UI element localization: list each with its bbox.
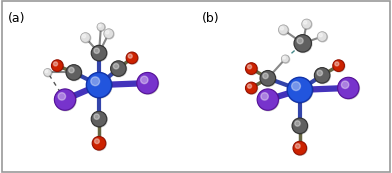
Circle shape [92,46,107,61]
Circle shape [317,70,323,76]
Circle shape [261,93,269,100]
Circle shape [80,33,90,42]
Circle shape [87,73,112,98]
Circle shape [137,73,159,94]
Circle shape [94,114,99,119]
Circle shape [315,68,330,84]
Circle shape [258,89,279,111]
Circle shape [54,89,76,110]
Circle shape [317,32,327,41]
Circle shape [128,54,132,58]
Text: (b): (b) [202,12,220,25]
Circle shape [279,25,289,35]
Circle shape [333,60,345,72]
Circle shape [44,69,52,77]
Circle shape [98,24,101,27]
Circle shape [318,32,327,42]
Circle shape [91,77,100,86]
Circle shape [294,35,312,52]
Circle shape [288,78,313,103]
Circle shape [93,137,106,151]
Circle shape [92,136,106,150]
Circle shape [82,34,85,38]
Circle shape [69,67,74,73]
Circle shape [104,29,114,39]
Circle shape [314,68,330,83]
Circle shape [319,33,322,37]
Circle shape [333,60,345,71]
Circle shape [66,65,82,80]
Circle shape [303,21,307,24]
Circle shape [294,35,312,53]
Circle shape [283,56,285,59]
Circle shape [53,62,58,66]
Circle shape [104,29,114,38]
Text: (a): (a) [8,12,25,25]
Circle shape [281,55,289,63]
Circle shape [302,19,312,29]
Circle shape [247,84,252,88]
Circle shape [280,27,283,30]
Circle shape [296,144,300,148]
Circle shape [245,63,257,74]
Circle shape [341,81,349,88]
Circle shape [338,78,359,99]
Circle shape [141,76,148,84]
Circle shape [81,33,91,43]
Circle shape [263,73,268,79]
Circle shape [261,71,276,86]
Circle shape [55,89,76,111]
Circle shape [105,30,109,34]
Circle shape [44,69,51,76]
Circle shape [246,63,258,75]
Circle shape [92,112,107,127]
Circle shape [287,77,312,103]
Circle shape [127,53,138,64]
Circle shape [282,56,290,63]
Circle shape [297,38,303,44]
Circle shape [278,25,288,35]
Circle shape [91,45,107,61]
Circle shape [292,118,308,134]
Circle shape [52,60,64,72]
Circle shape [126,52,138,64]
Circle shape [91,111,107,127]
Circle shape [294,142,307,155]
Circle shape [94,48,99,53]
Circle shape [98,24,105,31]
Circle shape [292,82,300,90]
Circle shape [67,65,82,81]
Circle shape [94,139,99,144]
Circle shape [86,72,112,98]
Circle shape [58,93,65,100]
Circle shape [295,121,300,126]
Circle shape [45,70,48,73]
Circle shape [338,77,359,99]
Circle shape [292,119,308,134]
Circle shape [257,89,278,110]
Circle shape [97,23,105,31]
Circle shape [247,65,252,69]
Circle shape [111,61,126,76]
Circle shape [137,72,158,94]
Circle shape [111,61,127,77]
Circle shape [302,20,312,29]
Circle shape [335,62,339,66]
Circle shape [246,83,258,94]
Circle shape [113,63,119,69]
Circle shape [260,70,276,86]
Circle shape [245,82,257,94]
Circle shape [293,141,307,155]
Circle shape [51,60,63,71]
